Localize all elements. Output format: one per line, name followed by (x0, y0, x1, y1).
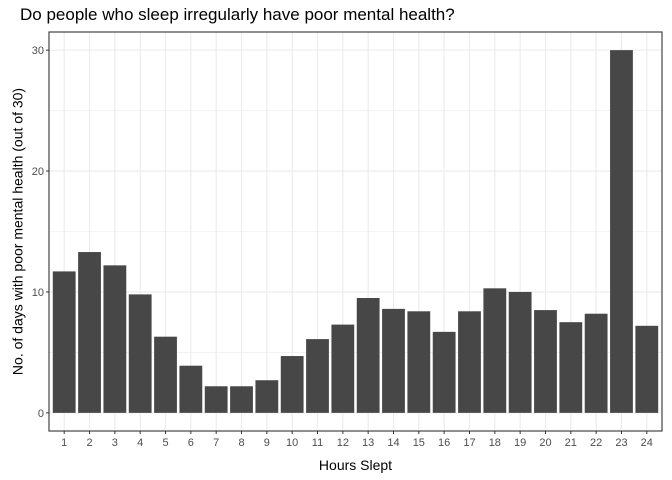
bar-12 (331, 324, 355, 413)
x-tick-label: 21 (565, 437, 577, 449)
y-tick-label: 30 (32, 45, 44, 57)
x-tick-label: 5 (162, 437, 168, 449)
bar-20 (534, 310, 557, 413)
bar-2 (78, 252, 101, 413)
panel-border (48, 31, 663, 432)
bar-6 (179, 365, 203, 413)
y-tick-label: 0 (38, 408, 44, 420)
x-tick-label: 2 (86, 437, 92, 449)
x-tick-label: 17 (463, 437, 475, 449)
x-tick-label: 23 (615, 437, 627, 449)
x-tick-label: 1 (61, 437, 67, 449)
x-tick-label: 13 (362, 437, 374, 449)
x-tick-label: 14 (387, 437, 399, 449)
x-tick-label: 12 (337, 437, 349, 449)
x-tick-label: 7 (213, 437, 219, 449)
bar-8 (230, 386, 253, 413)
x-tick-label: 22 (590, 437, 602, 449)
x-tick-label: 20 (539, 437, 551, 449)
bar-11 (306, 339, 329, 413)
x-tick-label: 4 (137, 437, 143, 449)
bar-16 (432, 331, 456, 413)
x-axis-title: Hours Slept (319, 457, 392, 473)
bar-1 (52, 271, 76, 413)
x-tick-label: 6 (188, 437, 194, 449)
y-tick-label: 10 (32, 287, 44, 299)
bar-14 (382, 308, 405, 413)
x-tick-label: 9 (264, 437, 270, 449)
bar-4 (128, 294, 152, 413)
bar-24 (635, 325, 659, 413)
x-tick-label: 18 (489, 437, 501, 449)
y-axis-title: No. of days with poor mental health (out… (10, 88, 26, 375)
bar-9 (255, 380, 279, 413)
y-tick-label: 20 (32, 166, 44, 178)
x-tick-label: 24 (641, 437, 653, 449)
bar-5 (154, 336, 177, 413)
bar-15 (407, 311, 431, 413)
x-tick-label: 15 (413, 437, 425, 449)
bar-22 (584, 313, 608, 413)
bar-21 (559, 322, 583, 413)
x-tick-label: 3 (112, 437, 118, 449)
chart-title: Do people who sleep irregularly have poo… (20, 5, 455, 24)
bar-10 (280, 356, 304, 413)
bar-7 (204, 386, 228, 413)
x-tick-label: 8 (238, 437, 244, 449)
bar-13 (356, 298, 380, 413)
bar-18 (483, 288, 507, 413)
bar-23 (610, 50, 633, 413)
x-tick-label: 11 (312, 437, 323, 449)
bars (52, 50, 659, 413)
x-tick-label: 16 (438, 437, 450, 449)
bar-19 (508, 291, 532, 413)
bar-3 (103, 265, 127, 413)
x-tick-label: 19 (514, 437, 526, 449)
x-tick-label: 10 (286, 437, 298, 449)
bar-17 (458, 311, 481, 413)
